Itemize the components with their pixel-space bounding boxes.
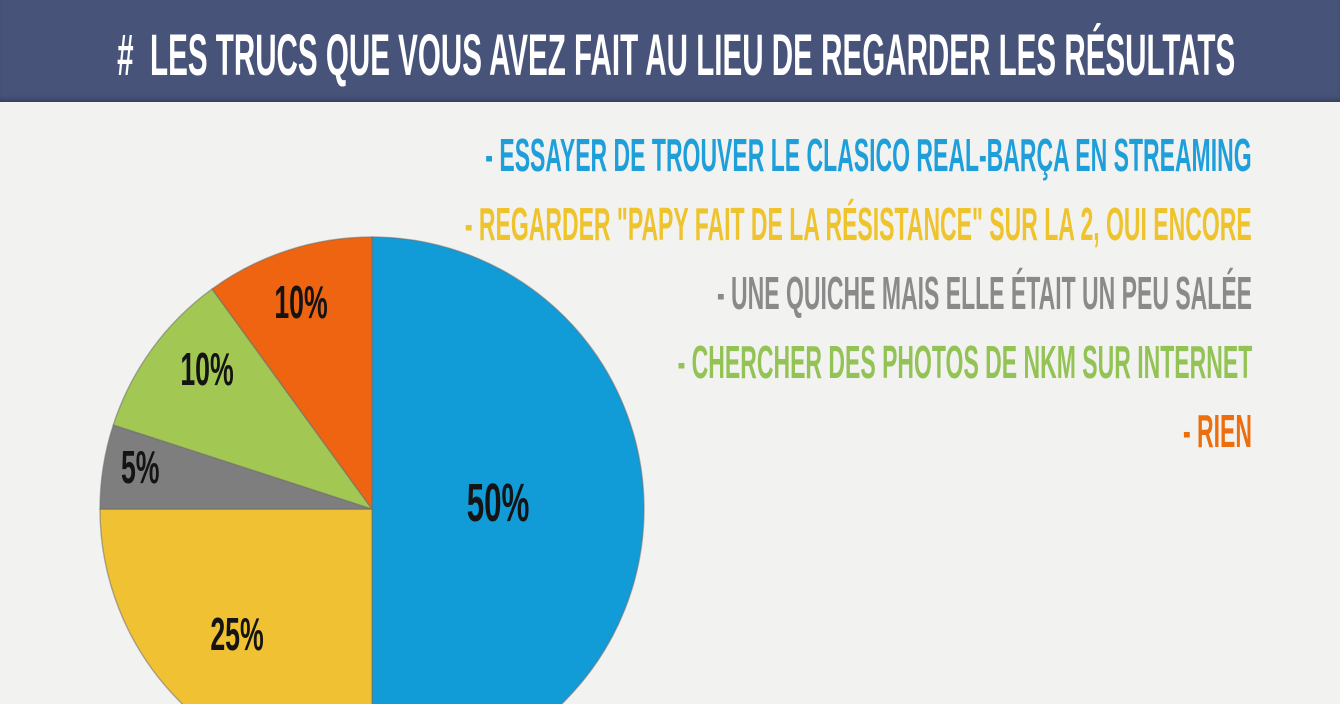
pie-slice-papy xyxy=(99,508,373,704)
legend-item-rien-label: - RIEN xyxy=(1183,404,1252,457)
legend-item-nkm: - CHERCHER DES PHOTOS DE NKM SUR INTERNE… xyxy=(103,327,1252,396)
legend-item-rien: - RIEN xyxy=(1114,396,1252,465)
pie-slice-rien xyxy=(211,236,373,510)
pie-chart xyxy=(99,236,645,704)
legend: - ESSAYER DE TROUVER LE CLASICO REAL-BAR… xyxy=(0,120,1252,465)
pie-slice-streaming xyxy=(371,236,645,704)
title-bar: # LES TRUCS QUE VOUS AVEZ FAIT AU LIEU D… xyxy=(0,0,1340,102)
legend-item-quiche-label: - UNE QUICHE MAIS ELLE ÉTAIT UN PEU SALÉ… xyxy=(717,266,1252,319)
legend-item-streaming: - ESSAYER DE TROUVER LE CLASICO REAL-BAR… xyxy=(0,120,1252,189)
legend-item-streaming-label: - ESSAYER DE TROUVER LE CLASICO REAL-BAR… xyxy=(485,128,1252,181)
legend-item-nkm-label: - CHERCHER DES PHOTOS DE NKM SUR INTERNE… xyxy=(677,335,1252,388)
legend-item-quiche: - UNE QUICHE MAIS ELLE ÉTAIT UN PEU SALÉ… xyxy=(182,258,1252,327)
page-title: # LES TRUCS QUE VOUS AVEZ FAIT AU LIEU D… xyxy=(116,23,1236,88)
legend-item-papy-label: - REGARDER "PAPY FAIT DE LA RÉSISTANCE" … xyxy=(465,197,1252,250)
legend-item-papy: - REGARDER "PAPY FAIT DE LA RÉSISTANCE" … xyxy=(0,189,1252,258)
pie-slice-nkm xyxy=(112,288,373,510)
